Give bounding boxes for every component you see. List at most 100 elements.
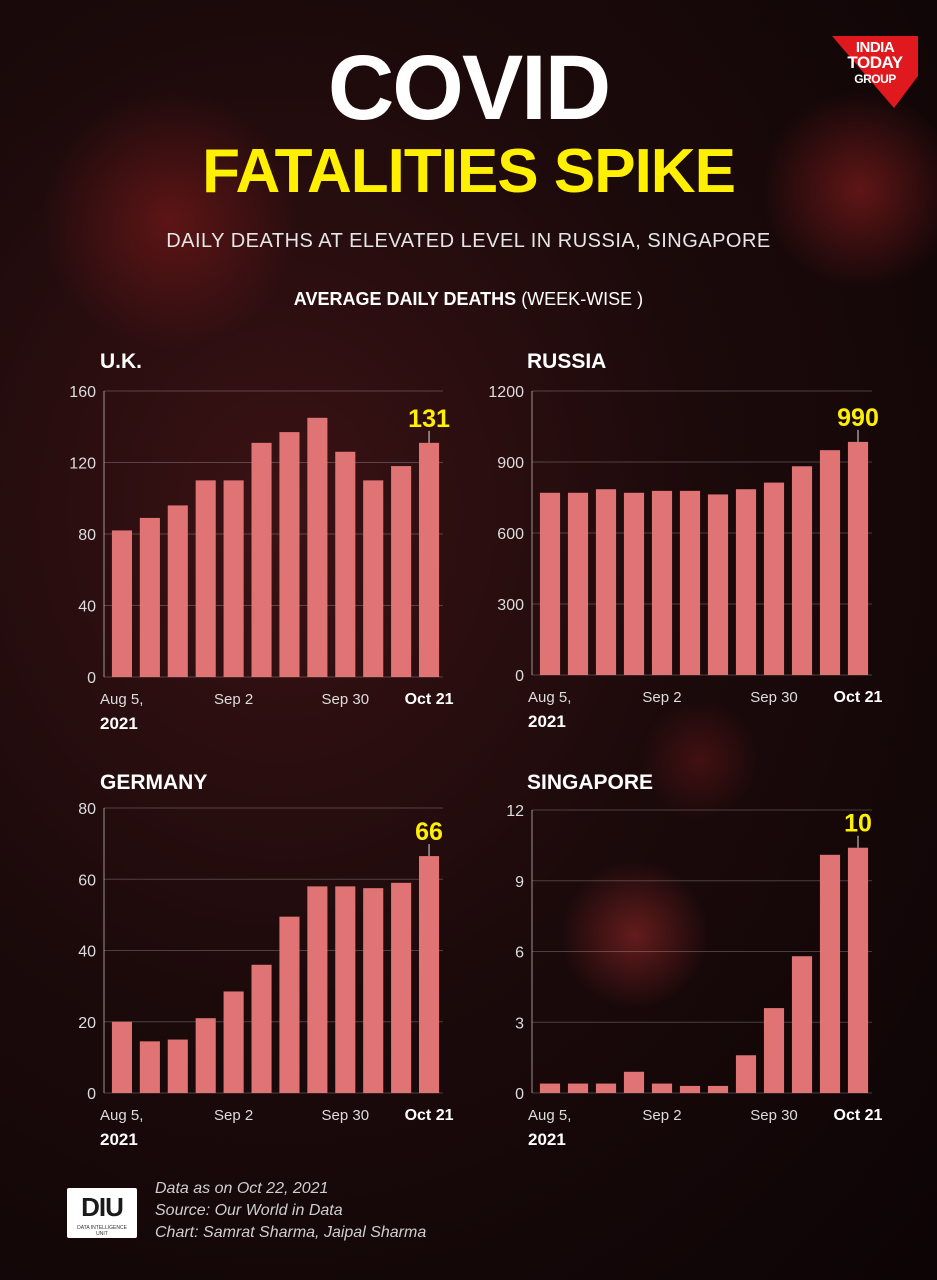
bar [363,888,384,1093]
bar [251,442,272,677]
bar [539,492,561,675]
bar [363,480,384,677]
bar [707,494,729,675]
y-tick-label: 0 [87,1086,96,1103]
x-tick-label: Sep 30 [750,1107,798,1124]
bar [335,886,356,1093]
logo-shape [832,36,918,108]
bar [195,1018,216,1093]
y-tick-label: 80 [78,801,96,818]
logo-line-3: GROUP [854,72,896,86]
x-tick-label: Sep 30 [322,691,370,708]
bar [251,964,272,1093]
bar [847,847,869,1093]
chart-title: RUSSIA [527,350,606,373]
logo-line-2: TODAY [847,53,903,72]
india-today-logo: INDIA TODAY GROUP [830,30,920,110]
bar [623,1071,645,1093]
bar [651,490,673,675]
page-title-highlight: FATALITIES SPIKE [202,137,736,206]
y-tick-label: 60 [78,872,96,889]
y-tick-label: 6 [515,945,524,962]
x-tick-label: 2021 [100,714,138,733]
bar [223,991,244,1093]
bar [567,1083,589,1093]
x-tick-label: Sep 2 [642,1107,681,1124]
bar [847,441,869,675]
bar [819,450,841,675]
bar [791,956,813,1093]
bar [791,466,813,675]
section-title: AVERAGE DAILY DEATHS (WEEK-WISE ) [0,289,937,310]
bar [418,442,440,677]
y-tick-label: 300 [497,597,524,614]
bar [679,490,701,675]
footer-notes: Data as on Oct 22, 2021 Source: Our Worl… [155,1178,426,1244]
bar [111,1021,133,1093]
y-tick-label: 0 [515,1086,524,1103]
bar [735,1055,757,1093]
y-tick-label: 3 [515,1015,524,1032]
bar [391,882,412,1093]
bar [595,1083,617,1093]
y-tick-label: 40 [78,944,96,961]
chart-title: GERMANY [100,771,207,794]
y-tick-label: 600 [497,526,524,543]
y-tick-label: 1200 [488,384,524,401]
x-tick-label: Sep 30 [322,1107,370,1124]
data-label: 990 [837,404,879,432]
bar [623,492,645,675]
x-tick-label: 2021 [528,1130,566,1149]
bar [139,1041,160,1093]
chart-title: U.K. [100,350,142,373]
bar [567,492,589,675]
x-tick-label: Oct 21 [405,691,454,708]
bar [735,489,757,675]
x-tick-label: Oct 21 [405,1107,454,1124]
x-tick-label: Aug 5, [100,1107,143,1124]
chart-title: SINGAPORE [527,771,653,794]
diu-logo-subtext: DATA INTELLIGENCE UNIT [77,1225,127,1237]
x-tick-label: Aug 5, [528,689,571,706]
y-tick-label: 9 [515,874,524,891]
bar [195,480,216,677]
bar [139,517,160,677]
bar [819,854,841,1093]
x-tick-label: Oct 21 [834,689,883,706]
bar [418,856,440,1093]
y-tick-label: 0 [87,670,96,687]
bar [707,1085,729,1093]
x-tick-label: Sep 30 [750,689,798,706]
diu-logo-text: DIU [81,1192,124,1222]
bar [335,451,356,677]
y-tick-label: 20 [78,1015,96,1032]
section-title-rest: (WEEK-WISE ) [521,289,644,309]
bar [279,432,300,677]
y-tick-label: 0 [515,668,524,685]
data-label: 10 [844,810,872,838]
bar [307,886,328,1093]
page-title: COVID [327,37,611,139]
data-label: 66 [415,818,443,846]
x-tick-label: Sep 2 [642,689,681,706]
x-tick-label: Aug 5, [528,1107,571,1124]
bar [651,1083,673,1093]
page-subtitle: DAILY DEATHS AT ELEVATED LEVEL IN RUSSIA… [166,230,771,252]
footer-date: Data as on Oct 22, 2021 [155,1180,329,1197]
y-tick-label: 120 [69,456,96,473]
y-tick-label: 80 [78,527,96,544]
logo-line-1: INDIA [855,39,895,56]
x-tick-label: Oct 21 [834,1107,883,1124]
bar [595,489,617,675]
bar [763,482,785,675]
footer-credits: Chart: Samrat Sharma, Jaipal Sharma [155,1224,427,1241]
x-tick-label: 2021 [100,1130,138,1149]
bar [223,480,244,677]
bar [391,466,412,677]
x-tick-label: Sep 2 [214,1107,253,1124]
y-tick-label: 40 [78,599,96,616]
bar [307,417,328,677]
bar [167,1039,188,1093]
bar [167,505,188,677]
